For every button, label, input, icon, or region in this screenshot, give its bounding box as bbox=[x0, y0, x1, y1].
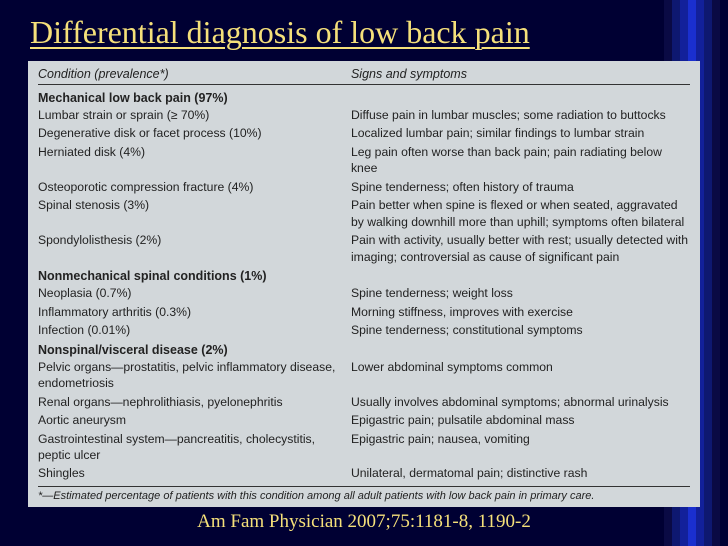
table-header-row: Condition (prevalence*) Signs and sympto… bbox=[38, 67, 690, 85]
condition-cell: Renal organs—nephrolithiasis, pyelonephr… bbox=[38, 394, 351, 410]
condition-cell: Aortic aneurysm bbox=[38, 412, 351, 428]
signs-cell: Diffuse pain in lumbar muscles; some rad… bbox=[351, 107, 690, 123]
stripe-column bbox=[712, 0, 720, 546]
table-row: Inflammatory arthritis (0.3%)Morning sti… bbox=[38, 302, 690, 320]
signs-cell: Leg pain often worse than back pain; pai… bbox=[351, 144, 690, 177]
signs-cell: Spine tenderness; often history of traum… bbox=[351, 179, 690, 195]
signs-cell: Epigastric pain; pulsatile abdominal mas… bbox=[351, 412, 690, 428]
signs-cell: Spine tenderness; constitutional symptom… bbox=[351, 322, 690, 338]
stripe-column bbox=[720, 0, 728, 546]
condition-cell: Infection (0.01%) bbox=[38, 322, 351, 338]
table-row: Lumbar strain or sprain (≥ 70%)Diffuse p… bbox=[38, 105, 690, 123]
table-row: Osteoporotic compression fracture (4%)Sp… bbox=[38, 177, 690, 195]
signs-cell: Pain with activity, usually better with … bbox=[351, 232, 690, 265]
condition-cell: Inflammatory arthritis (0.3%) bbox=[38, 304, 351, 320]
slide-title: Differential diagnosis of low back pain bbox=[0, 0, 728, 57]
table-row: Aortic aneurysmEpigastric pain; pulsatil… bbox=[38, 410, 690, 428]
signs-cell: Morning stiffness, improves with exercis… bbox=[351, 304, 690, 320]
condition-cell: Shingles bbox=[38, 465, 351, 481]
signs-cell: Localized lumbar pain; similar findings … bbox=[351, 125, 690, 141]
signs-cell: Pain better when spine is flexed or when… bbox=[351, 197, 690, 230]
condition-cell: Spondylolisthesis (2%) bbox=[38, 232, 351, 265]
table-row: Herniated disk (4%)Leg pain often worse … bbox=[38, 142, 690, 177]
table-row: Degenerative disk or facet process (10%)… bbox=[38, 123, 690, 141]
table-row: Spinal stenosis (3%)Pain better when spi… bbox=[38, 195, 690, 230]
category-heading: Mechanical low back pain (97%) bbox=[38, 87, 690, 105]
table-row: Pelvic organs—prostatitis, pelvic inflam… bbox=[38, 357, 690, 392]
table-body: Mechanical low back pain (97%)Lumbar str… bbox=[38, 87, 690, 482]
condition-cell: Spinal stenosis (3%) bbox=[38, 197, 351, 230]
table-footnote: *—Estimated percentage of patients with … bbox=[38, 486, 690, 502]
header-condition: Condition (prevalence*) bbox=[38, 67, 351, 81]
table-row: Spondylolisthesis (2%)Pain with activity… bbox=[38, 230, 690, 265]
table-row: ShinglesUnilateral, dermatomal pain; dis… bbox=[38, 463, 690, 481]
table-row: Renal organs—nephrolithiasis, pyelonephr… bbox=[38, 392, 690, 410]
category-heading: Nonmechanical spinal conditions (1%) bbox=[38, 265, 690, 283]
condition-cell: Osteoporotic compression fracture (4%) bbox=[38, 179, 351, 195]
signs-cell: Spine tenderness; weight loss bbox=[351, 285, 690, 301]
condition-cell: Herniated disk (4%) bbox=[38, 144, 351, 177]
stripe-column bbox=[704, 0, 712, 546]
signs-cell: Lower abdominal symptoms common bbox=[351, 359, 690, 392]
condition-cell: Pelvic organs—prostatitis, pelvic inflam… bbox=[38, 359, 351, 392]
condition-cell: Neoplasia (0.7%) bbox=[38, 285, 351, 301]
condition-cell: Lumbar strain or sprain (≥ 70%) bbox=[38, 107, 351, 123]
title-text-underlined: Differential diagnosis of low back pain bbox=[30, 14, 530, 50]
table-row: Infection (0.01%)Spine tenderness; const… bbox=[38, 320, 690, 338]
signs-cell: Unilateral, dermatomal pain; distinctive… bbox=[351, 465, 690, 481]
header-signs: Signs and symptoms bbox=[351, 67, 690, 81]
table-panel: Condition (prevalence*) Signs and sympto… bbox=[28, 61, 700, 507]
category-heading: Nonspinal/visceral disease (2%) bbox=[38, 339, 690, 357]
signs-cell: Usually involves abdominal symptoms; abn… bbox=[351, 394, 690, 410]
table-row: Gastrointestinal system—pancreatitis, ch… bbox=[38, 429, 690, 464]
citation-text: Am Fam Physician 2007;75:1181-8, 1190-2 bbox=[0, 507, 728, 533]
condition-cell: Gastrointestinal system—pancreatitis, ch… bbox=[38, 431, 351, 464]
signs-cell: Epigastric pain; nausea, vomiting bbox=[351, 431, 690, 464]
condition-cell: Degenerative disk or facet process (10%) bbox=[38, 125, 351, 141]
table-row: Neoplasia (0.7%)Spine tenderness; weight… bbox=[38, 283, 690, 301]
